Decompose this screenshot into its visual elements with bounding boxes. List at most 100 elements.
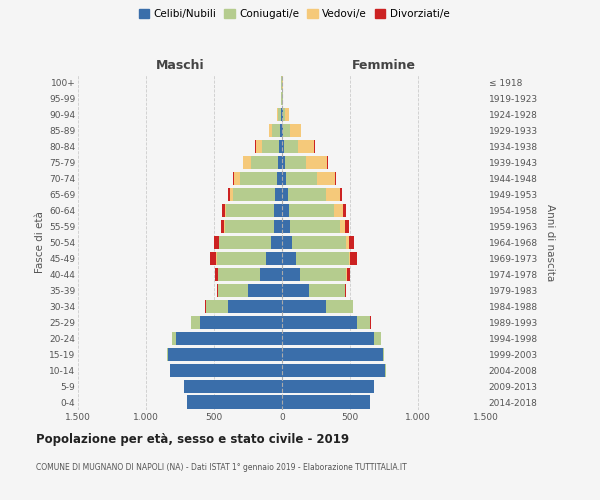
Text: Maschi: Maschi [155,59,205,72]
Bar [334,204,343,217]
Bar [279,140,282,153]
Bar [282,364,385,376]
Bar [218,284,248,297]
Bar [226,204,274,217]
Bar [251,156,278,170]
Bar [307,156,327,170]
Bar [383,348,384,360]
Bar [248,284,282,297]
Bar [215,268,218,281]
Bar [277,172,282,185]
Bar [350,252,357,265]
Bar [286,108,289,122]
Bar [326,188,340,201]
Bar [344,220,349,233]
Bar [224,220,225,233]
Bar [222,204,225,217]
Bar [266,252,282,265]
Bar [349,236,354,249]
Bar [283,124,290,138]
Bar [191,316,200,329]
Y-axis label: Fasce di età: Fasce di età [35,212,45,274]
Bar [309,284,344,297]
Bar [277,108,278,122]
Bar [274,204,282,217]
Bar [227,300,282,313]
Bar [220,236,271,249]
Bar [211,252,217,265]
Bar [343,204,346,217]
Bar [272,124,280,138]
Bar [217,252,266,265]
Legend: Celibi/Nubili, Coniugati/e, Vedovi/e, Divorziati/e: Celibi/Nubili, Coniugati/e, Vedovi/e, Di… [134,5,454,24]
Bar [290,124,301,138]
Bar [282,156,285,170]
Bar [357,316,370,329]
Bar [172,332,176,345]
Bar [282,396,370,408]
Bar [219,236,220,249]
Bar [235,172,240,185]
Bar [230,188,233,201]
Bar [327,156,328,170]
Bar [206,300,227,313]
Bar [282,220,290,233]
Bar [170,364,282,376]
Bar [374,332,381,345]
Bar [278,108,281,122]
Bar [299,268,346,281]
Bar [284,140,298,153]
Bar [282,172,286,185]
Bar [176,332,282,345]
Bar [282,300,326,313]
Bar [346,268,347,281]
Bar [243,156,251,170]
Bar [282,284,309,297]
Bar [242,156,243,170]
Bar [218,268,260,281]
Bar [298,140,314,153]
Bar [285,156,307,170]
Bar [256,140,262,153]
Bar [281,108,282,122]
Bar [240,172,277,185]
Bar [225,220,274,233]
Bar [228,188,230,201]
Bar [282,268,299,281]
Bar [326,300,353,313]
Bar [289,204,334,217]
Bar [346,236,349,249]
Text: Femmine: Femmine [352,59,416,72]
Bar [280,124,282,138]
Bar [282,316,357,329]
Bar [347,268,350,281]
Bar [335,172,337,185]
Bar [200,316,282,329]
Bar [292,236,346,249]
Bar [288,188,326,201]
Bar [262,140,279,153]
Bar [233,188,275,201]
Bar [187,396,282,408]
Bar [282,140,284,153]
Bar [340,188,342,201]
Bar [225,204,226,217]
Bar [275,188,282,201]
Bar [282,188,288,201]
Bar [260,268,282,281]
Y-axis label: Anni di nascita: Anni di nascita [545,204,554,281]
Bar [283,108,286,122]
Bar [167,348,168,360]
Bar [345,284,346,297]
Bar [168,348,282,360]
Bar [214,236,219,249]
Bar [282,348,383,360]
Bar [317,172,335,185]
Bar [282,380,374,392]
Text: Popolazione per età, sesso e stato civile - 2019: Popolazione per età, sesso e stato civil… [36,432,349,446]
Bar [282,124,283,138]
Bar [221,220,224,233]
Bar [217,284,218,297]
Bar [290,220,340,233]
Bar [282,204,289,217]
